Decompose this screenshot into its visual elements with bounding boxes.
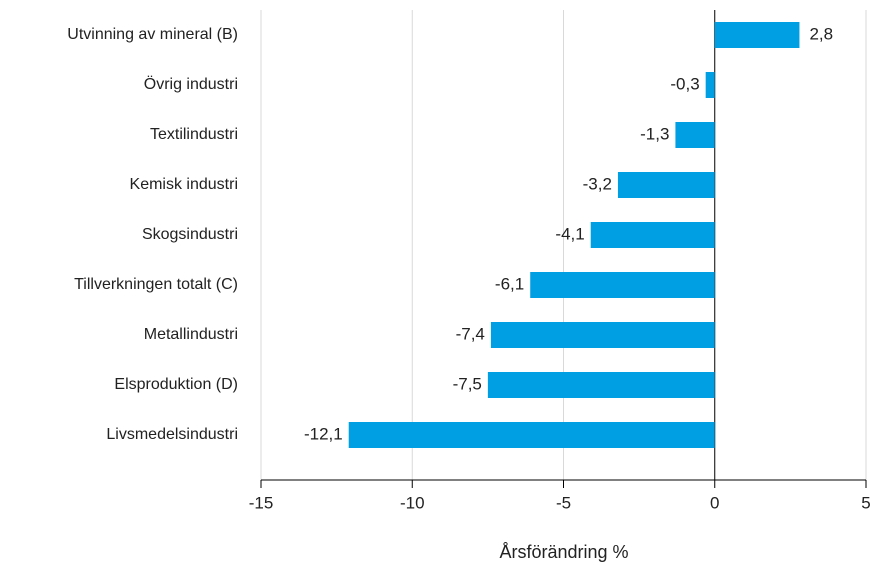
- x-tick-label: -10: [400, 493, 425, 512]
- value-label: -7,5: [453, 374, 482, 393]
- value-label: -0,3: [670, 74, 699, 93]
- y-tick-label: Tillverkningen totalt (C): [74, 276, 238, 293]
- bar: [348, 422, 715, 448]
- y-tick-label: Textilindustri: [150, 126, 238, 143]
- value-label: 2,8: [809, 24, 833, 43]
- y-tick-label: Utvinning av mineral (B): [67, 26, 238, 43]
- y-tick-label: Elsproduktion (D): [114, 376, 238, 393]
- x-tick-label: 5: [861, 493, 870, 512]
- value-label: -7,4: [456, 324, 485, 343]
- value-label: -4,1: [555, 224, 584, 243]
- y-tick-label: Livsmedelsindustri: [106, 426, 238, 443]
- x-tick-label: -5: [556, 493, 571, 512]
- bar: [714, 22, 800, 48]
- bar: [675, 122, 715, 148]
- bar: [487, 372, 715, 398]
- y-tick-label: Kemisk industri: [130, 176, 238, 193]
- value-label: -6,1: [495, 274, 524, 293]
- x-tick-label: -15: [249, 493, 274, 512]
- bar: [590, 222, 715, 248]
- bar: [705, 72, 715, 98]
- y-tick-label: Metallindustri: [144, 326, 238, 343]
- bar: [490, 322, 715, 348]
- x-tick-label: 0: [710, 493, 719, 512]
- y-tick-label: Skogsindustri: [142, 226, 238, 243]
- bar: [530, 272, 715, 298]
- value-label: -12,1: [304, 424, 343, 443]
- value-label: -3,2: [583, 174, 612, 193]
- x-axis-label: Årsförändring %: [499, 542, 628, 562]
- bar: [617, 172, 715, 198]
- value-label: -1,3: [640, 124, 669, 143]
- y-tick-label: Övrig industri: [144, 75, 238, 93]
